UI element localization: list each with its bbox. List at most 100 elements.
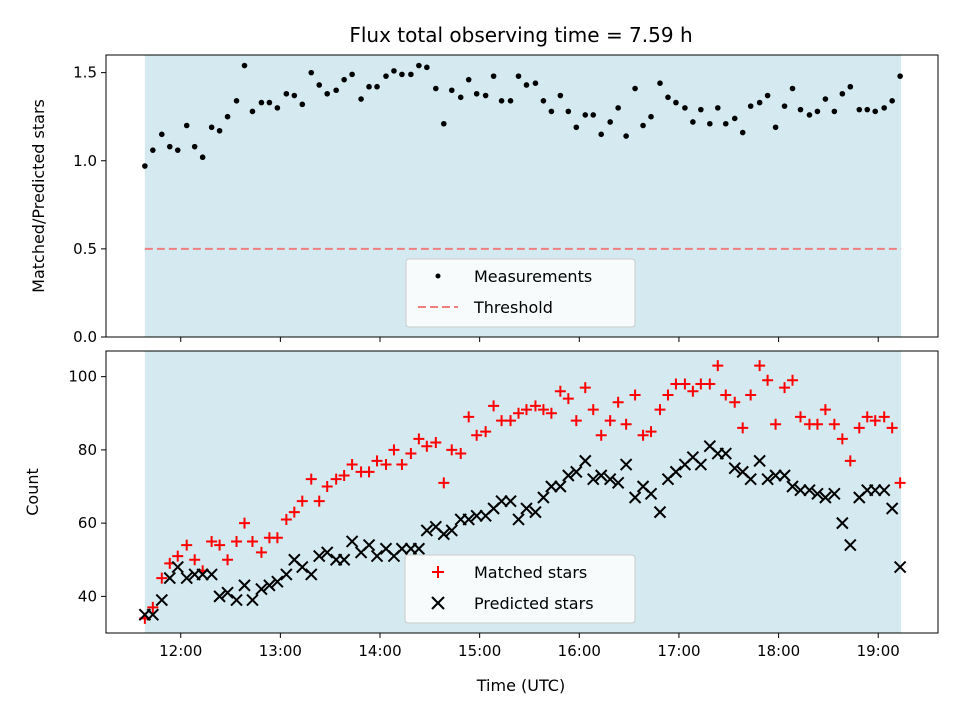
- legend-measurements-marker: [436, 274, 441, 279]
- measurement-point: [292, 93, 298, 99]
- bottom-y-tick-label: 40: [78, 587, 97, 605]
- measurement-point: [807, 112, 813, 118]
- measurement-point: [250, 109, 256, 115]
- bottom-y-tick-label: 60: [78, 514, 97, 532]
- bottom-x-ticks: 12:0013:0014:0015:0016:0017:0018:0019:00: [159, 633, 900, 660]
- bottom-x-tick-label: 16:00: [558, 642, 601, 660]
- measurement-point: [366, 84, 372, 90]
- measurement-point: [275, 105, 281, 111]
- measurement-point: [284, 91, 290, 97]
- measurement-point: [607, 119, 613, 125]
- measurement-point: [558, 93, 564, 99]
- bottom-x-tick-label: 13:00: [259, 642, 302, 660]
- measurement-point: [723, 121, 729, 127]
- measurement-point: [358, 96, 364, 102]
- measurement-point: [881, 105, 887, 111]
- measurement-point: [790, 86, 796, 92]
- measurement-point: [856, 107, 862, 113]
- bottom-y-ticks: 406080100: [68, 368, 106, 606]
- measurement-point: [632, 86, 638, 92]
- measurement-point: [225, 114, 231, 120]
- measurement-point: [566, 109, 572, 115]
- bottom-x-tick-label: 17:00: [657, 642, 700, 660]
- measurement-point: [200, 154, 206, 160]
- measurement-point: [590, 112, 596, 118]
- measurement-point: [209, 124, 215, 130]
- legend-predicted-label: Predicted stars: [474, 594, 594, 613]
- measurement-point: [242, 63, 248, 69]
- measurement-point: [665, 95, 671, 101]
- top-chart-title: Flux total observing time = 7.59 h: [349, 23, 692, 47]
- measurement-point: [715, 105, 721, 111]
- measurement-point: [449, 87, 455, 93]
- top-y-ticks: 0.00.51.01.5: [73, 64, 106, 346]
- measurement-point: [349, 72, 355, 78]
- bottom-legend: Matched stars Predicted stars: [405, 555, 635, 623]
- measurement-point: [433, 86, 439, 92]
- measurement-point: [491, 73, 497, 79]
- measurement-point: [383, 73, 389, 79]
- measurement-point: [299, 102, 305, 108]
- measurement-point: [848, 84, 854, 90]
- measurement-point: [598, 132, 604, 138]
- bottom-panel: 406080100 12:0013:0014:0015:0016:0017:00…: [23, 337, 938, 695]
- measurement-point: [424, 65, 430, 71]
- measurement-point: [150, 147, 156, 153]
- measurement-point: [533, 80, 539, 86]
- measurement-point: [499, 98, 505, 104]
- measurement-point: [765, 93, 771, 99]
- top-y-axis-label: Matched/Predicted stars: [29, 99, 48, 293]
- measurement-point: [483, 93, 489, 99]
- measurement-point: [549, 109, 555, 115]
- measurement-point: [466, 77, 472, 83]
- measurement-point: [516, 73, 522, 79]
- bottom-x-tick-label: 19:00: [857, 642, 900, 660]
- measurement-point: [707, 121, 713, 127]
- measurement-point: [872, 109, 878, 115]
- flux-figure: Flux total observing time = 7.59 h 0.00.…: [0, 0, 960, 720]
- measurement-point: [757, 100, 763, 106]
- measurement-point: [159, 132, 165, 138]
- measurement-point: [441, 121, 447, 127]
- measurement-point: [175, 147, 181, 153]
- measurement-point: [673, 100, 679, 106]
- measurement-point: [897, 73, 903, 79]
- legend-threshold-label: Threshold: [473, 298, 553, 317]
- measurement-point: [782, 103, 788, 109]
- measurement-point: [399, 72, 405, 78]
- measurement-point: [657, 80, 663, 86]
- measurement-point: [823, 96, 829, 102]
- measurement-point: [142, 163, 148, 169]
- top-y-tick-label: 1.5: [73, 64, 97, 82]
- top-legend: Measurements Threshold: [406, 259, 635, 327]
- measurement-point: [217, 128, 223, 134]
- measurement-point: [682, 105, 688, 111]
- measurement-point: [308, 70, 314, 76]
- legend-measurements-label: Measurements: [474, 267, 592, 286]
- measurement-point: [840, 91, 846, 97]
- measurement-point: [391, 68, 397, 74]
- measurement-point: [316, 82, 322, 88]
- legend-matched-label: Matched stars: [474, 563, 587, 582]
- measurement-point: [458, 95, 464, 101]
- top-x-tick-marks: [181, 337, 878, 342]
- measurement-point: [640, 123, 646, 129]
- measurement-point: [508, 98, 514, 104]
- measurement-point: [740, 130, 746, 136]
- measurement-point: [333, 87, 339, 93]
- measurement-point: [374, 84, 380, 90]
- bottom-x-tick-label: 12:00: [159, 642, 202, 660]
- measurement-point: [541, 98, 547, 104]
- bottom-x-tick-label: 15:00: [458, 642, 501, 660]
- measurement-point: [832, 109, 838, 115]
- measurement-point: [416, 63, 422, 69]
- bottom-y-axis-label: Count: [23, 468, 42, 516]
- measurement-point: [408, 72, 414, 78]
- measurement-point: [524, 82, 530, 88]
- top-y-tick-label: 1.0: [73, 152, 97, 170]
- measurement-point: [234, 98, 240, 104]
- bottom-y-tick-label: 80: [78, 441, 97, 459]
- top-y-tick-label: 0.0: [73, 328, 97, 346]
- measurement-point: [167, 144, 173, 150]
- measurement-point: [259, 100, 265, 106]
